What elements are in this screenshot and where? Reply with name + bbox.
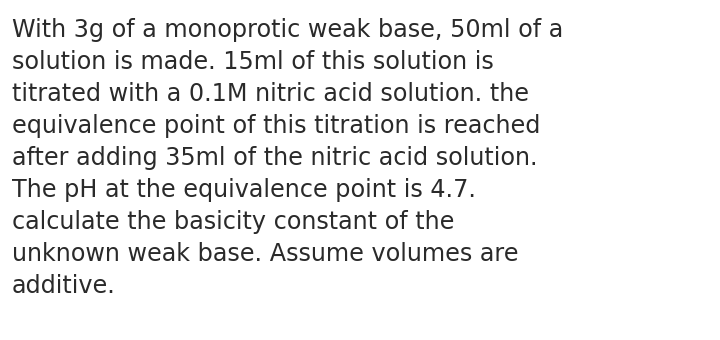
Text: With 3g of a monoprotic weak base, 50ml of a
solution is made. 15ml of this solu: With 3g of a monoprotic weak base, 50ml … xyxy=(12,18,563,298)
